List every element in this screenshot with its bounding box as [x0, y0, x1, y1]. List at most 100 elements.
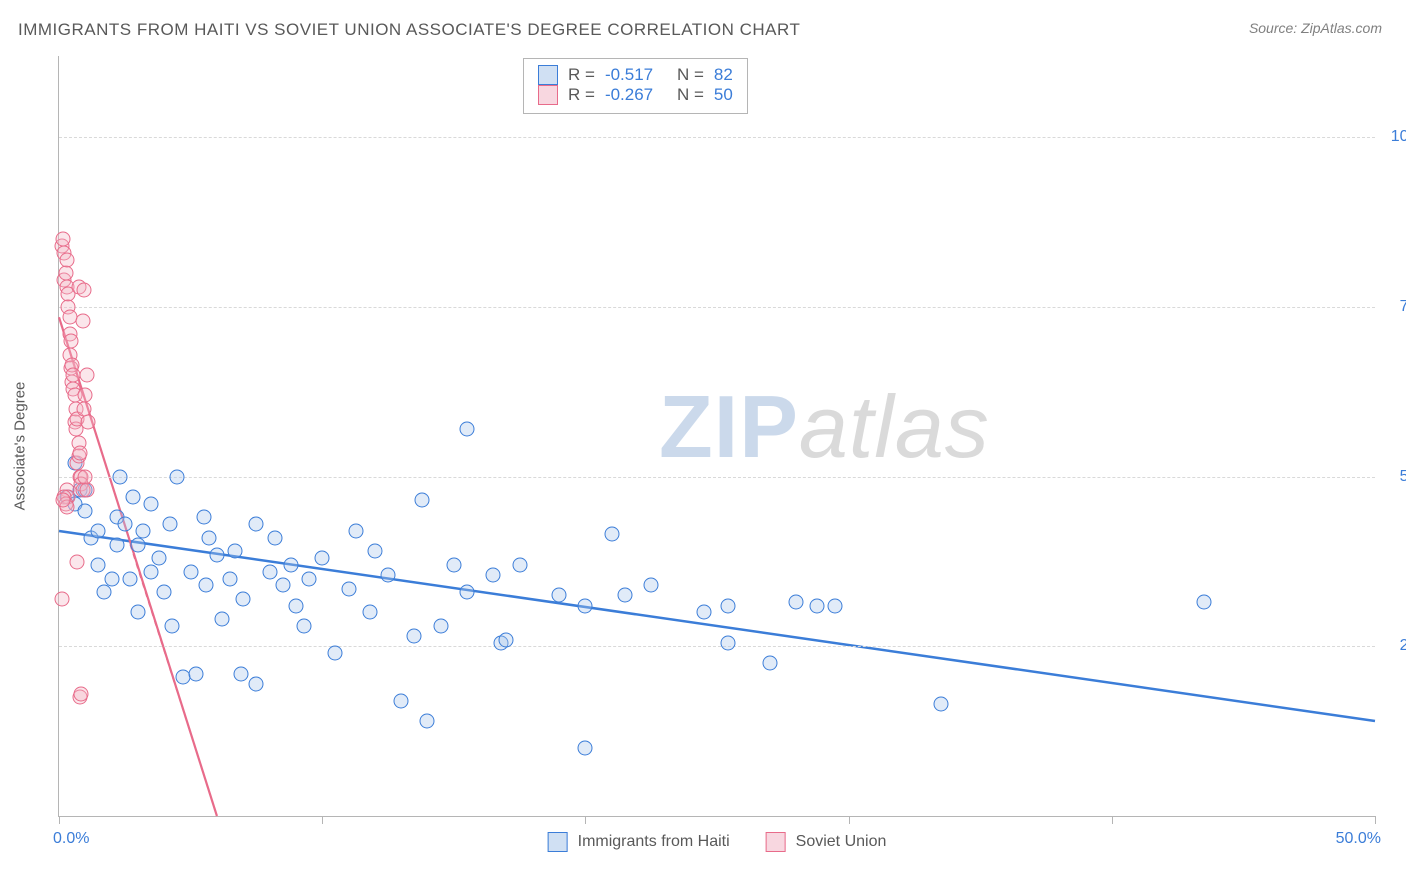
data-point — [54, 591, 69, 606]
y-tick-label: 75.0% — [1385, 298, 1406, 316]
data-point — [810, 598, 825, 613]
data-point — [512, 557, 527, 572]
x-tick-label: 0.0% — [53, 830, 89, 848]
data-point — [433, 619, 448, 634]
r-label: R = — [568, 85, 595, 105]
data-point — [215, 612, 230, 627]
data-point — [604, 527, 619, 542]
watermark-atlas: atlas — [799, 377, 990, 476]
stats-legend-row: R =-0.517N =82 — [538, 65, 733, 85]
legend-swatch — [538, 85, 558, 105]
data-point — [136, 524, 151, 539]
series-legend: Immigrants from Haiti Soviet Union — [548, 832, 887, 852]
x-tick — [59, 816, 60, 824]
data-point — [486, 568, 501, 583]
data-point — [79, 483, 94, 498]
data-point — [459, 422, 474, 437]
data-point — [73, 445, 88, 460]
data-point — [233, 666, 248, 681]
plot-area: ZIPatlas R =-0.517N =82R =-0.267N =50 Im… — [58, 56, 1375, 817]
data-point — [117, 517, 132, 532]
y-tick-label: 25.0% — [1385, 637, 1406, 655]
trend-lines-layer — [59, 56, 1375, 816]
grid-line — [59, 307, 1375, 308]
data-point — [720, 598, 735, 613]
legend-label: Soviet Union — [796, 833, 887, 851]
data-point — [578, 741, 593, 756]
data-point — [91, 557, 106, 572]
n-value: 82 — [714, 65, 733, 85]
data-point — [394, 693, 409, 708]
data-point — [144, 564, 159, 579]
data-point — [183, 564, 198, 579]
n-label: N = — [677, 85, 704, 105]
data-point — [315, 551, 330, 566]
data-point — [617, 588, 632, 603]
x-tick — [322, 816, 323, 824]
data-point — [157, 585, 172, 600]
watermark-zip: ZIP — [659, 377, 799, 476]
data-point — [415, 493, 430, 508]
r-label: R = — [568, 65, 595, 85]
data-point — [933, 697, 948, 712]
data-point — [341, 581, 356, 596]
data-point — [283, 557, 298, 572]
stats-legend-row: R = -0.267 N = 50 — [538, 85, 733, 105]
data-point — [144, 496, 159, 511]
x-tick-label: 50.0% — [1336, 830, 1381, 848]
data-point — [788, 595, 803, 610]
data-point — [79, 367, 94, 382]
legend-swatch — [766, 832, 786, 852]
x-tick — [585, 816, 586, 824]
data-point — [296, 619, 311, 634]
data-point — [328, 646, 343, 661]
data-point — [77, 401, 92, 416]
grid-line — [59, 646, 1375, 647]
data-point — [275, 578, 290, 593]
source-attribution: Source: ZipAtlas.com — [1249, 20, 1382, 36]
data-point — [104, 571, 119, 586]
data-point — [302, 571, 317, 586]
data-point — [96, 585, 111, 600]
data-point — [55, 493, 70, 508]
x-tick — [1375, 816, 1376, 824]
data-point — [162, 517, 177, 532]
data-point — [80, 415, 95, 430]
data-point — [828, 598, 843, 613]
data-point — [720, 635, 735, 650]
data-point — [63, 334, 78, 349]
data-point — [349, 524, 364, 539]
data-point — [288, 598, 303, 613]
data-point — [223, 571, 238, 586]
data-point — [552, 588, 567, 603]
r-value: -0.267 — [605, 85, 667, 105]
legend-item: Immigrants from Haiti — [548, 832, 730, 852]
source-value: ZipAtlas.com — [1301, 20, 1382, 36]
data-point — [362, 605, 377, 620]
grid-line — [59, 137, 1375, 138]
data-point — [196, 510, 211, 525]
y-axis-label: Associate's Degree — [12, 382, 29, 511]
trend-line — [59, 531, 1375, 721]
data-point — [236, 591, 251, 606]
data-point — [381, 568, 396, 583]
data-point — [170, 469, 185, 484]
n-value: 50 — [714, 85, 733, 105]
data-point — [578, 598, 593, 613]
data-point — [267, 530, 282, 545]
data-point — [188, 666, 203, 681]
data-point — [644, 578, 659, 593]
data-point — [74, 686, 89, 701]
data-point — [91, 524, 106, 539]
data-point — [499, 632, 514, 647]
data-point — [762, 656, 777, 671]
source-label: Source: — [1249, 20, 1301, 36]
legend-swatch — [548, 832, 568, 852]
x-tick — [1112, 816, 1113, 824]
chart-title: IMMIGRANTS FROM HAITI VS SOVIET UNION AS… — [18, 20, 800, 40]
data-point — [459, 585, 474, 600]
data-point — [367, 544, 382, 559]
data-point — [130, 605, 145, 620]
y-tick-label: 100.0% — [1385, 128, 1406, 146]
data-point — [77, 283, 92, 298]
